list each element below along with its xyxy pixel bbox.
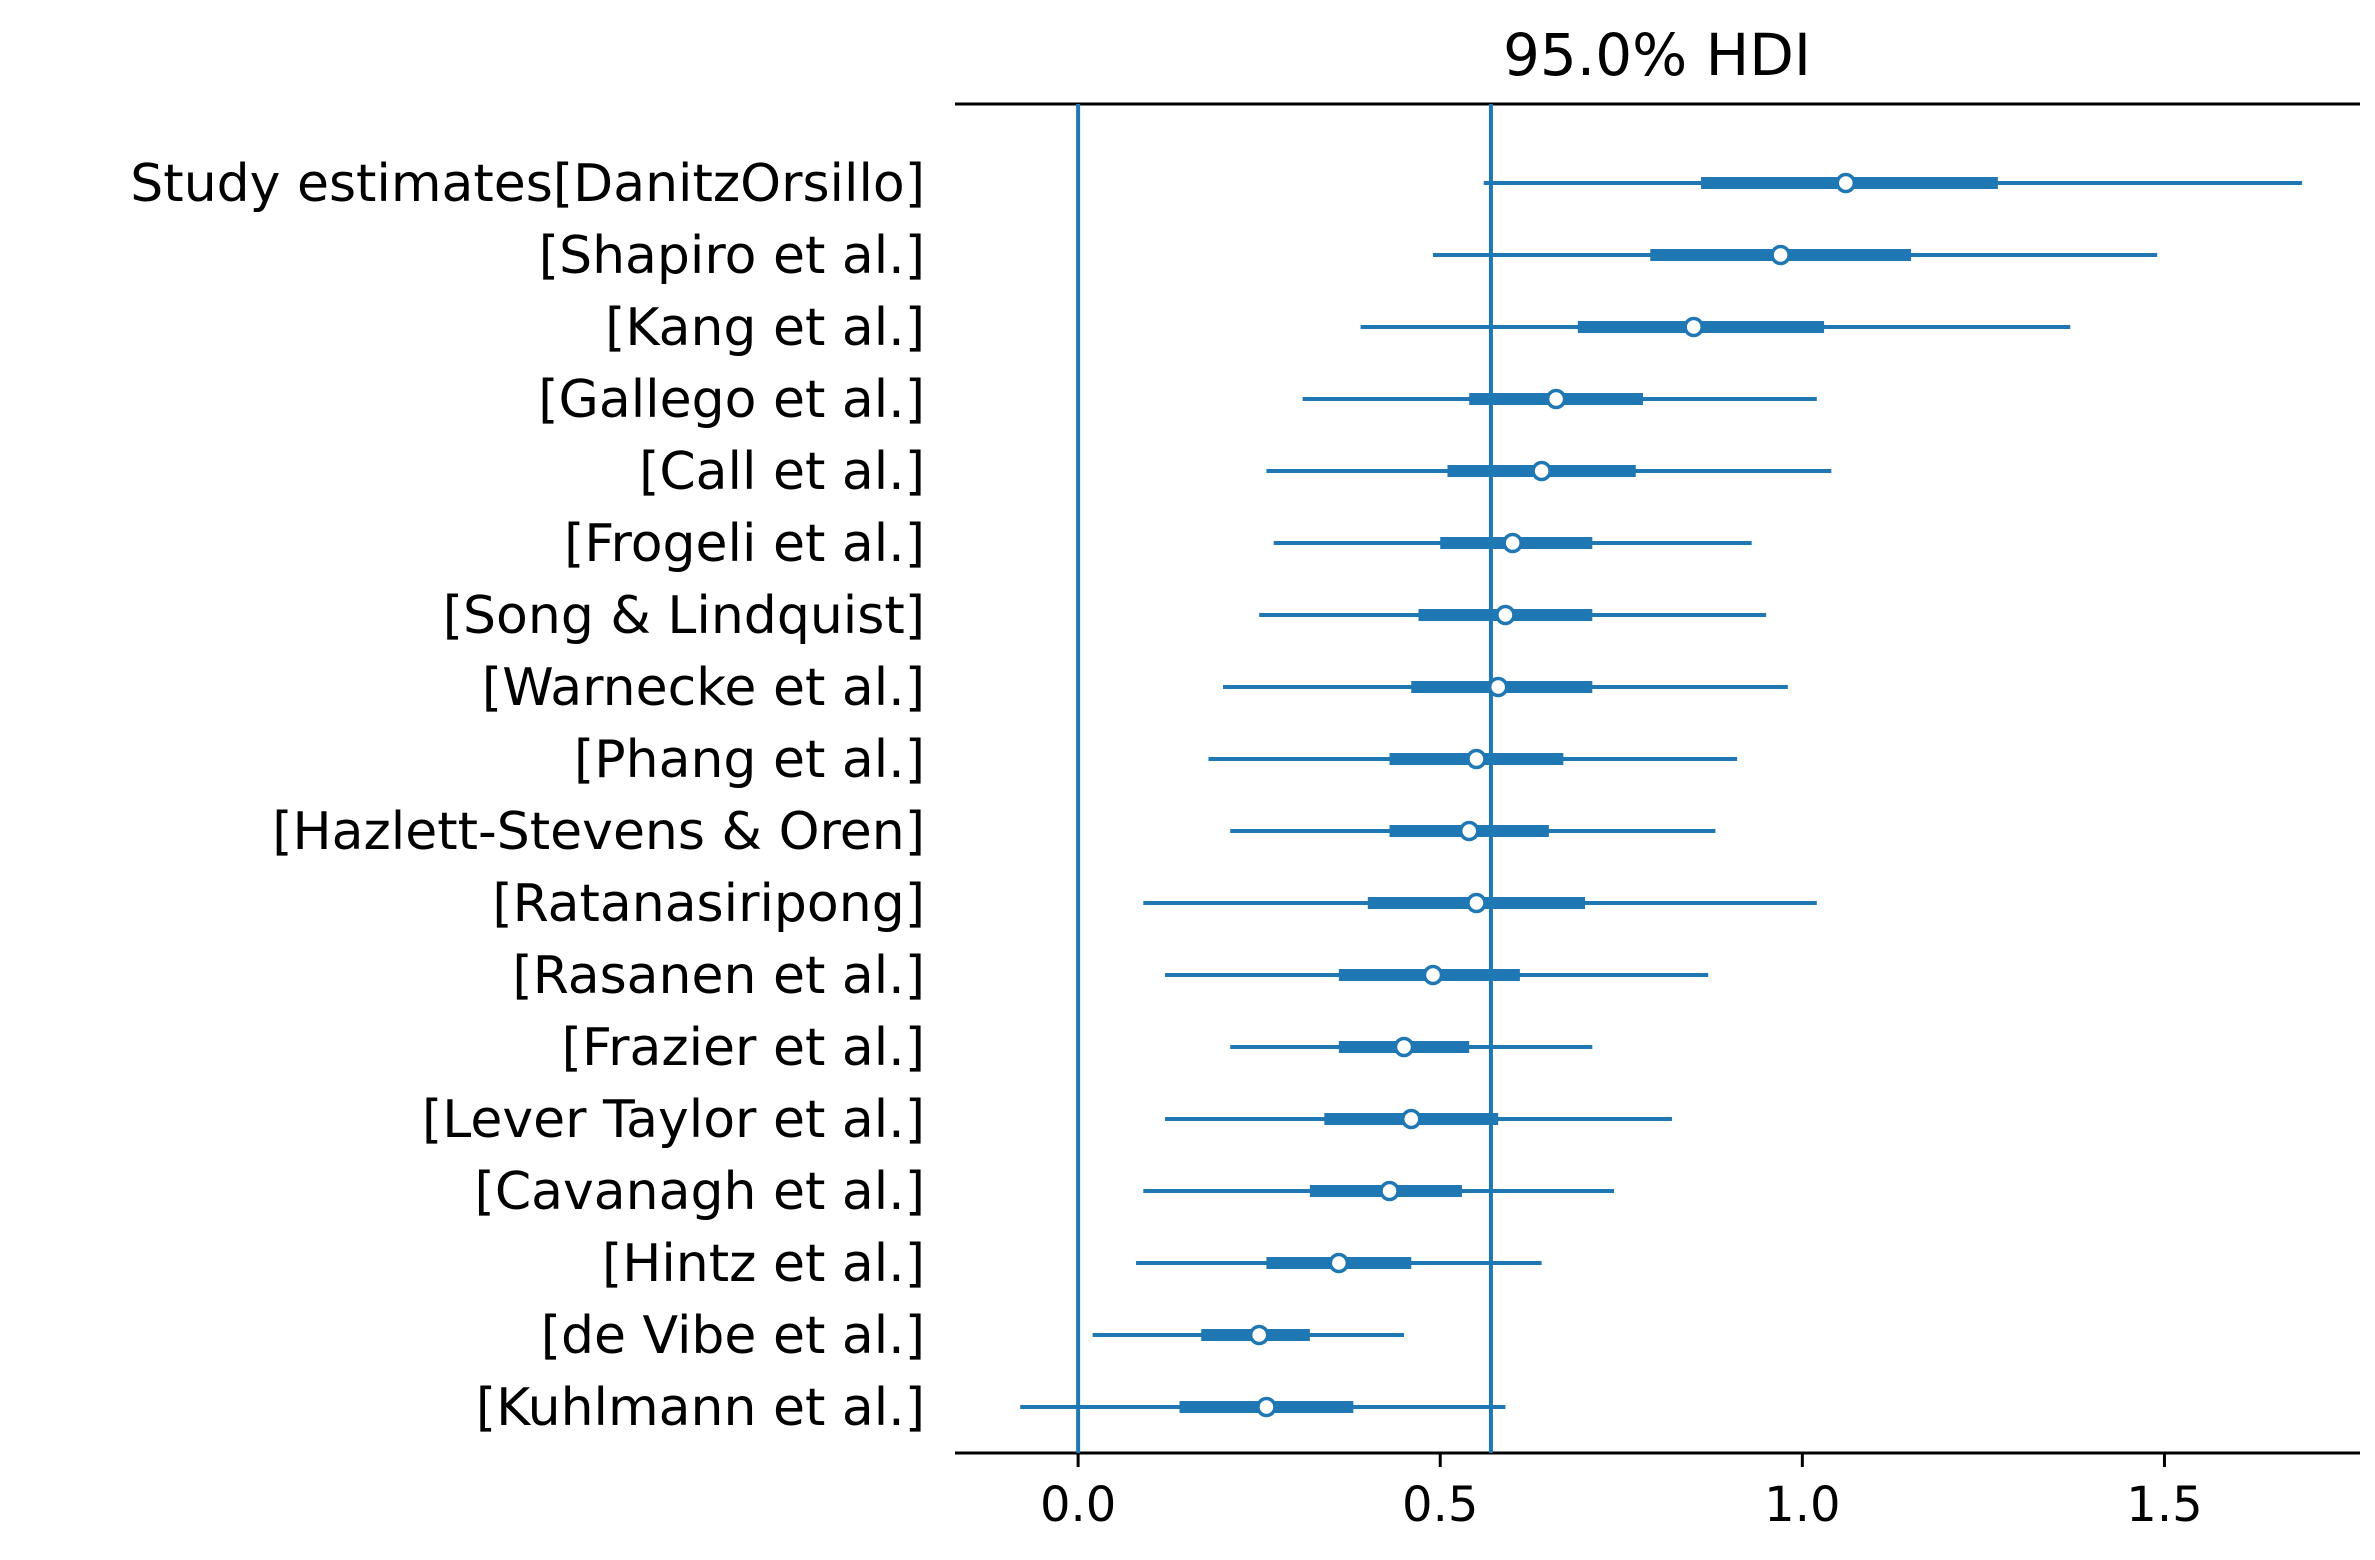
mean-point <box>1545 388 1567 410</box>
study-label: [Warnecke et al.] <box>482 658 925 718</box>
mean-point <box>1248 1324 1270 1346</box>
study-label: [Cavanagh et al.] <box>475 1162 925 1222</box>
mean-point <box>1401 1108 1422 1130</box>
study-label: [Rasanen et al.] <box>512 946 925 1006</box>
study-rows <box>1020 172 2303 1418</box>
mean-point <box>1531 460 1552 482</box>
study-label: [Shapiro et al.] <box>539 226 925 286</box>
study-label: [Hazlett-Stevens & Oren] <box>272 802 925 862</box>
mean-point <box>1466 892 1487 914</box>
study-label: [Phang et al.] <box>574 730 925 790</box>
mean-point <box>1502 532 1523 554</box>
study-label: [Frazier et al.] <box>562 1018 925 1078</box>
chart-title: 95.0% HDI <box>1503 21 1811 89</box>
mean-point <box>1256 1396 1277 1418</box>
reference-lines <box>1076 104 1493 1453</box>
mean-point <box>1328 1252 1350 1274</box>
mean-point <box>1487 676 1509 698</box>
mean-point <box>1835 172 1857 194</box>
x-tick-label: 1.5 <box>2126 1477 2202 1533</box>
study-label: [Ratanasiripong] <box>492 874 925 934</box>
study-labels: Study estimates[DanitzOrsillo] [Shapiro e… <box>130 154 925 1438</box>
study-label: [de Vibe et al.] <box>541 1306 925 1366</box>
mean-point <box>1466 748 1487 770</box>
x-tick-label: 0.0 <box>1040 1477 1116 1533</box>
mean-point <box>1422 964 1444 986</box>
x-tick-label: 1.0 <box>1764 1477 1840 1533</box>
mean-point <box>1683 316 1704 338</box>
mean-point <box>1393 1036 1415 1058</box>
mean-point <box>1495 604 1516 626</box>
study-label: [Kang et al.] <box>605 298 925 358</box>
study-label: [Song & Lindquist] <box>443 586 925 646</box>
study-label: Study estimates[DanitzOrsillo] <box>130 154 925 214</box>
x-tick-label: 0.5 <box>1402 1477 1478 1533</box>
mean-point <box>1770 244 1791 266</box>
mean-point <box>1379 1180 1400 1202</box>
study-label: [Gallego et al.] <box>538 370 925 430</box>
study-label: [Hintz et al.] <box>602 1234 925 1294</box>
x-axis-ticks: 0.0 0.5 1.0 1.5 <box>1040 1453 2203 1533</box>
study-label: [Frogeli et al.] <box>564 514 925 574</box>
study-label: [Call et al.] <box>639 442 925 502</box>
study-label: [Kuhlmann et al.] <box>476 1378 925 1438</box>
mean-point <box>1458 820 1480 842</box>
study-label: [Lever Taylor et al.] <box>422 1090 925 1150</box>
